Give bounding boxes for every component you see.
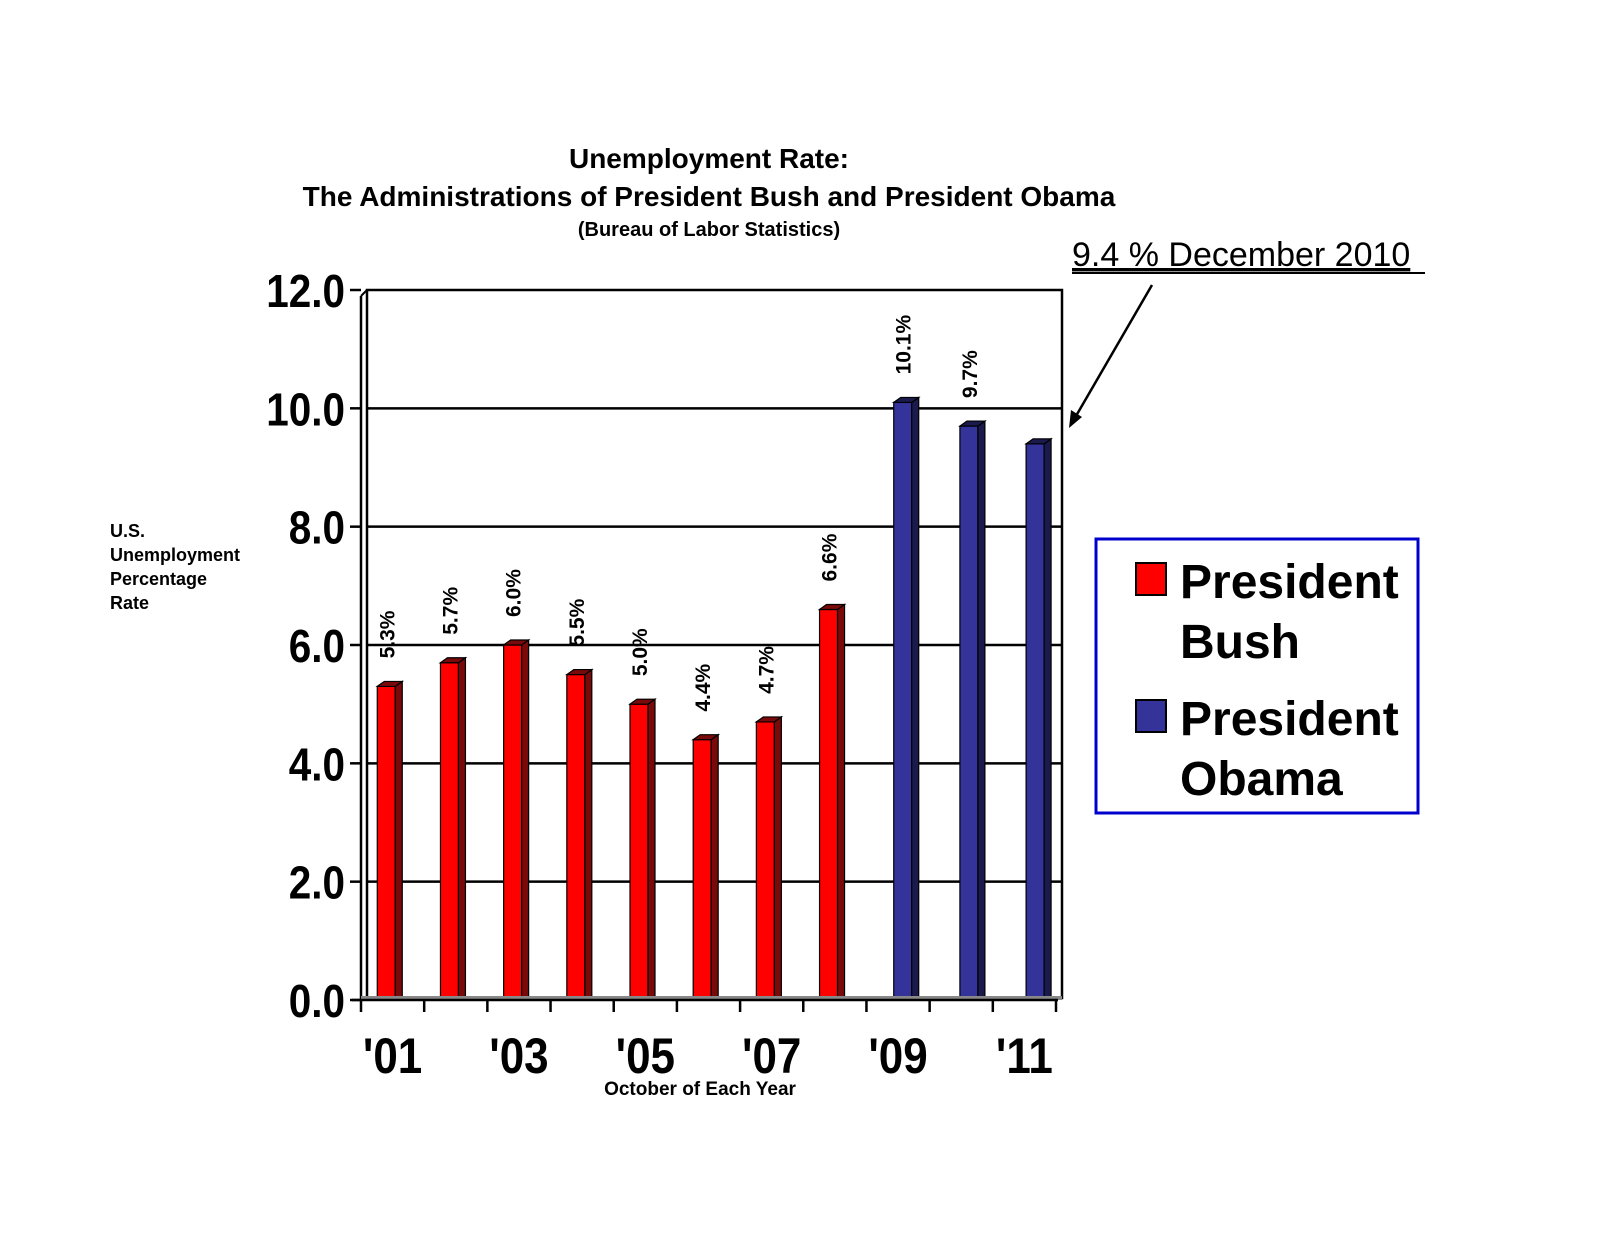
data-label: 4.4% [692, 663, 715, 711]
y-axis-label-line: Rate [110, 593, 149, 613]
legend-label-obama: President [1180, 693, 1399, 746]
bar-side [1043, 437, 1052, 1002]
bar-president-bush: 5.5% [564, 598, 594, 1002]
data-label: 6.6% [819, 533, 842, 581]
bar-top [754, 716, 784, 723]
arrow-head-icon [1069, 410, 1082, 428]
legend-swatch-bush [1135, 562, 1167, 596]
bar-president-obama: 9.7% [958, 350, 987, 1002]
bar-president-bush: 5.3% [375, 610, 405, 1002]
bar-top [375, 680, 405, 688]
bar-front [439, 662, 460, 1001]
chart-title: Unemployment Rate: [569, 143, 849, 174]
chart-source: (Bureau of Labor Statistics) [578, 219, 840, 241]
data-label: 4.7% [755, 646, 778, 694]
bar-top [891, 396, 921, 404]
bar-front [1025, 443, 1045, 1001]
bar-top [1024, 438, 1053, 445]
y-tick-label: 6.0 [289, 622, 345, 673]
bar-front [818, 608, 839, 1001]
bar-front [376, 685, 396, 1001]
data-label: 9.7% [959, 350, 982, 398]
x-tick-label: '03 [489, 1027, 548, 1083]
y-tick-label: 0.0 [289, 977, 345, 1028]
bar-top [438, 657, 468, 664]
bar-president-bush: 6.6% [817, 533, 847, 1002]
bar-president-bush: 5.0% [628, 628, 657, 1002]
bar-side [394, 680, 403, 1002]
annotation-arrow [1074, 284, 1154, 417]
x-tick-label: '11 [996, 1027, 1053, 1083]
data-label: 5.7% [439, 587, 462, 635]
bar-side [647, 698, 656, 1002]
bar-president-bush: 4.7% [754, 646, 784, 1002]
y-axis-label-line: U.S. [110, 521, 145, 541]
axes: 0.0 2.0 4.0 6.0 8.0 10.0 12.0 '01 '03 '05 '07 '09 '1… [266, 267, 1062, 1084]
y-axis-label-line: Percentage [110, 569, 207, 589]
bar-top [958, 420, 987, 427]
data-label: 10.1% [893, 315, 916, 375]
bar-top [817, 603, 847, 611]
bar-president-obama [1024, 437, 1053, 1002]
x-tick-label: '09 [868, 1027, 927, 1083]
data-label: 5.5% [566, 598, 589, 646]
chart-subtitle: The Administrations of President Bush an… [303, 181, 1116, 212]
legend-label-bush: President [1180, 556, 1399, 609]
bar-front [629, 703, 649, 1001]
bar-front [566, 673, 586, 1001]
legend-label-obama: Obama [1180, 753, 1343, 806]
x-tick-label: '01 [363, 1027, 422, 1083]
y-tick-label: 10.0 [266, 385, 345, 436]
legend: President Bush President Obama [1094, 537, 1420, 815]
bar-front [503, 644, 523, 1001]
y-axis-label-line: Unemployment [110, 545, 240, 565]
x-tick-label: '07 [742, 1027, 801, 1083]
legend-label-bush: Bush [1180, 616, 1300, 669]
annotation-text: 9.4 % December 2010 [1072, 236, 1410, 274]
bar-president-bush: 6.0% [501, 569, 531, 1002]
x-axis-label: October of Each Year [604, 1079, 796, 1100]
y-axis-label: U.S. Unemployment Percentage Rate [110, 521, 240, 613]
bar-side [836, 603, 846, 1002]
y-tick-label: 8.0 [289, 503, 345, 554]
bar-front [692, 739, 712, 1001]
bar-front [755, 721, 775, 1001]
bar-front [959, 425, 979, 1001]
bar-side [521, 638, 530, 1002]
data-label: 6.0% [503, 569, 526, 617]
bar-side [773, 715, 782, 1002]
data-label: 5.3% [376, 610, 399, 658]
y-axis-edge [360, 289, 368, 297]
floor [361, 996, 1062, 1000]
legend-swatch-obama [1135, 699, 1167, 733]
y-tick-label: 4.0 [289, 740, 345, 791]
bar-top [564, 668, 594, 676]
bar-top [628, 698, 657, 705]
bar-president-obama: 10.1% [891, 315, 921, 1002]
bar-side [911, 396, 920, 1002]
y-tick-label: 2.0 [289, 858, 345, 909]
annotation: 9.4 % December 2010 [1069, 236, 1425, 428]
bar-top [691, 734, 721, 741]
bar-side [710, 733, 719, 1002]
bar-president-bush: 4.4% [691, 663, 721, 1002]
bar-side [457, 656, 467, 1002]
bar-side [584, 668, 593, 1002]
bar-front [893, 401, 913, 1001]
bars: 5.3% 5.7% 6.0% 5.5% 5.0% 4.4% 4.7% 6.6% 10.1% 9.7… [375, 315, 1053, 1002]
bar-side [977, 419, 986, 1002]
y-tick-label: 12.0 [266, 267, 345, 318]
bar-president-bush: 5.7% [438, 587, 468, 1002]
bar-top [501, 639, 531, 646]
x-tick-label: '05 [616, 1027, 675, 1083]
data-label: 5.0% [629, 628, 652, 676]
